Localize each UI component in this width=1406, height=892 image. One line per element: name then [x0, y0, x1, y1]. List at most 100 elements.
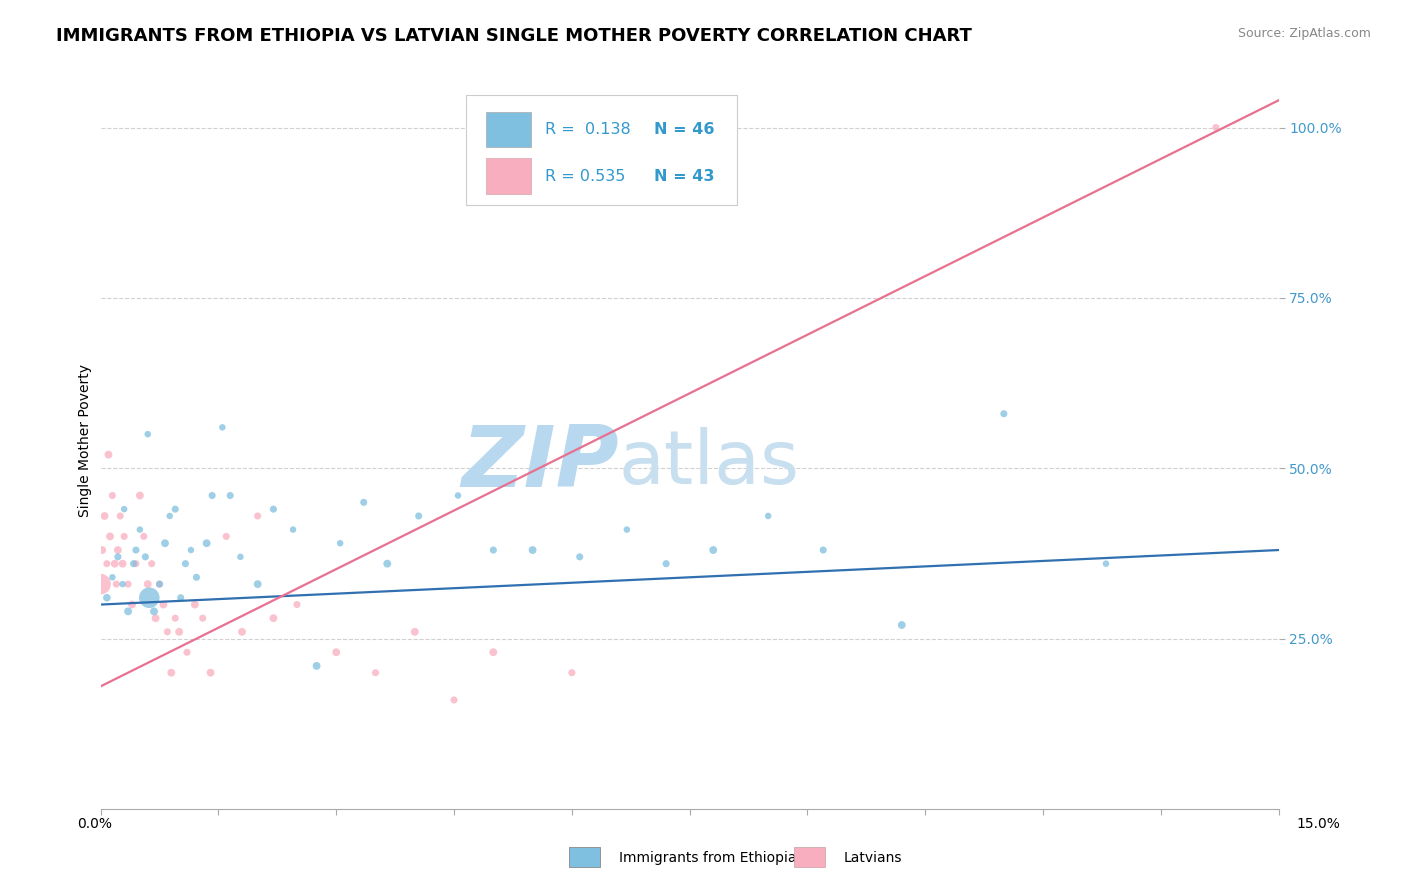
Point: [128, 523, 150, 537]
Point: [482, 645, 505, 659]
Text: 0.0%: 0.0%: [77, 817, 111, 830]
Text: IMMIGRANTS FROM ETHIOPIA VS LATVIAN SINGLE MOTHER POVERTY CORRELATION CHART: IMMIGRANTS FROM ETHIOPIA VS LATVIAN SING…: [56, 27, 972, 45]
Point: [811, 543, 834, 558]
Point: [96, 591, 118, 605]
Point: [281, 523, 304, 537]
Point: [561, 665, 583, 680]
Text: 15.0%: 15.0%: [1296, 817, 1341, 830]
Point: [145, 611, 167, 625]
Point: [568, 549, 591, 564]
Point: [329, 536, 352, 550]
Point: [443, 693, 465, 707]
Text: Latvians: Latvians: [844, 851, 903, 865]
FancyBboxPatch shape: [486, 159, 530, 194]
Point: [107, 549, 129, 564]
Text: Source: ZipAtlas.com: Source: ZipAtlas.com: [1237, 27, 1371, 40]
Point: [97, 448, 120, 462]
Point: [167, 624, 190, 639]
Point: [215, 529, 238, 543]
FancyBboxPatch shape: [486, 112, 530, 147]
Point: [200, 665, 222, 680]
Point: [156, 624, 179, 639]
Point: [404, 624, 426, 639]
Point: [246, 508, 269, 523]
Text: N = 43: N = 43: [654, 169, 714, 184]
Point: [231, 624, 253, 639]
Point: [756, 508, 779, 523]
Point: [136, 577, 159, 591]
Point: [122, 557, 145, 571]
Point: [111, 577, 134, 591]
Point: [107, 543, 129, 558]
Point: [170, 591, 193, 605]
Point: [125, 557, 148, 571]
Point: [153, 536, 176, 550]
Point: [1095, 557, 1118, 571]
Point: [655, 557, 678, 571]
Point: [993, 407, 1015, 421]
Point: [616, 523, 638, 537]
Point: [136, 427, 159, 442]
Point: [180, 543, 202, 558]
Point: [143, 604, 166, 618]
Point: [364, 665, 387, 680]
Point: [408, 508, 430, 523]
Point: [195, 536, 218, 550]
Point: [285, 598, 308, 612]
Point: [96, 557, 118, 571]
Point: [482, 543, 505, 558]
Text: Immigrants from Ethiopia: Immigrants from Ethiopia: [619, 851, 796, 865]
Point: [91, 543, 114, 558]
Text: ZIP: ZIP: [461, 422, 619, 505]
Point: [138, 591, 160, 605]
Point: [447, 489, 470, 503]
Point: [110, 508, 132, 523]
Text: N = 46: N = 46: [654, 122, 714, 137]
Point: [111, 557, 134, 571]
Point: [246, 577, 269, 591]
Point: [229, 549, 252, 564]
Text: atlas: atlas: [619, 426, 800, 500]
Point: [121, 598, 143, 612]
Point: [165, 502, 187, 516]
Point: [152, 598, 174, 612]
FancyBboxPatch shape: [465, 95, 737, 205]
Point: [176, 645, 198, 659]
Text: R = 0.535: R = 0.535: [544, 169, 626, 184]
Point: [117, 604, 139, 618]
Point: [522, 543, 544, 558]
Point: [890, 618, 912, 632]
Point: [211, 420, 233, 434]
Point: [159, 508, 181, 523]
Point: [191, 611, 214, 625]
Point: [174, 557, 197, 571]
Point: [305, 659, 328, 673]
Point: [186, 570, 208, 584]
Point: [148, 577, 170, 591]
Point: [101, 570, 124, 584]
Point: [160, 665, 183, 680]
Point: [125, 543, 148, 558]
Point: [375, 557, 398, 571]
Point: [702, 543, 724, 558]
Point: [262, 502, 284, 516]
Point: [219, 489, 242, 503]
Point: [132, 529, 155, 543]
Point: [104, 557, 127, 571]
Point: [141, 557, 163, 571]
Point: [134, 549, 156, 564]
Y-axis label: Single Mother Poverty: Single Mother Poverty: [79, 365, 93, 517]
Point: [112, 502, 135, 516]
Point: [325, 645, 347, 659]
Point: [201, 489, 224, 503]
Point: [90, 577, 112, 591]
Point: [93, 508, 115, 523]
Point: [112, 529, 135, 543]
Point: [184, 598, 207, 612]
Point: [105, 577, 128, 591]
Point: [353, 495, 375, 509]
Point: [148, 577, 170, 591]
Point: [128, 489, 150, 503]
Point: [98, 529, 121, 543]
Text: R =  0.138: R = 0.138: [544, 122, 630, 137]
